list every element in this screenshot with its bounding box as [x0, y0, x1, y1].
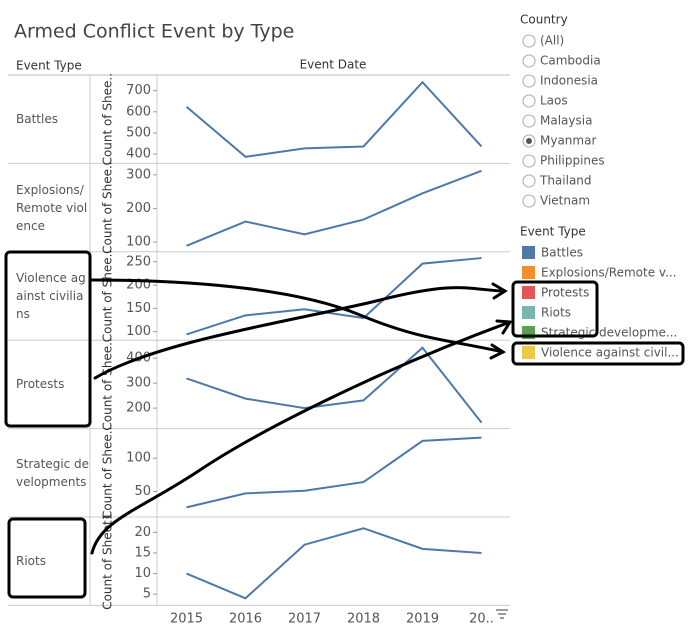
radio-dot [526, 138, 532, 144]
radio[interactable] [522, 154, 536, 168]
x-tick-label: 2017 [288, 612, 321, 627]
y-axis-label: Count of Shee.. [101, 338, 115, 430]
y-tick-label: 10 [134, 566, 151, 581]
y-axis-label: Count of Shee.. [101, 161, 115, 253]
radio[interactable] [522, 194, 536, 208]
radio[interactable] [522, 94, 536, 108]
y-axis-label: Count of Shee.. [101, 250, 115, 342]
y-tick-label: 600 [126, 104, 151, 119]
y-tick-label: 250 [126, 254, 151, 269]
filter-option[interactable]: (All) [540, 34, 564, 48]
x-tick-label: 2015 [170, 612, 203, 627]
y-tick-label: 300 [126, 167, 151, 182]
radio[interactable] [522, 74, 536, 88]
sort-icon[interactable] [496, 609, 508, 619]
filter-option[interactable]: Vietnam [540, 194, 590, 208]
y-tick-label: 700 [126, 83, 151, 98]
data-line [186, 346, 483, 424]
y-tick-label: 15 [134, 545, 151, 560]
filter-option[interactable]: Laos [540, 94, 568, 108]
legend-label: Violence against civil... [541, 346, 679, 360]
row-label: Protests [16, 377, 65, 392]
y-tick-label: 5 [143, 587, 151, 602]
y-tick-label: 20 [134, 525, 151, 540]
row-label: Violence against civilians [16, 271, 86, 321]
column-header: Event Date [300, 58, 367, 72]
legend-swatch [522, 266, 535, 279]
y-tick-label: 500 [126, 125, 151, 140]
data-line [186, 257, 482, 336]
y-tick-label: 300 [126, 376, 151, 391]
filter-title: Country [520, 13, 568, 27]
y-axis-label: Count of Shee.. [101, 427, 115, 519]
y-axis-label: Count of Shee.. [101, 73, 115, 165]
y-tick-label: 200 [126, 201, 151, 216]
y-tick-label: 100 [126, 235, 151, 250]
y-tick-label: 150 [126, 301, 151, 316]
hand-annotations [4, 250, 685, 599]
legend-title: Event Type [520, 225, 586, 239]
data-line [186, 169, 482, 247]
row-label: Explosions/ Remote violence [16, 182, 88, 233]
x-tick-label: 2018 [347, 612, 380, 627]
x-tick-label: 2016 [229, 612, 262, 627]
filter-option[interactable]: Philippines [540, 154, 605, 168]
data-line [186, 436, 482, 509]
title: Armed Conflict Event by Type [14, 21, 294, 43]
row-label: Riots [16, 554, 46, 569]
x-tick-label: 2019 [406, 612, 439, 627]
radio[interactable] [522, 34, 536, 48]
radio[interactable] [522, 114, 536, 128]
filter-option[interactable]: Cambodia [540, 54, 601, 68]
y-tick-label: 100 [126, 324, 151, 339]
data-line [185, 80, 483, 158]
y-axis-label: Count of Sheet1 [101, 513, 115, 610]
filter-option[interactable]: Thailand [539, 174, 592, 188]
x-tick-label: 20.. [469, 612, 494, 627]
y-tick-label: 400 [126, 147, 151, 162]
filter-option[interactable]: Indonesia [540, 74, 598, 88]
row-header: Event Type [16, 59, 82, 73]
y-tick-label: 200 [126, 401, 151, 416]
legend-label: Protests [541, 286, 589, 300]
y-tick-label: 100 [126, 451, 151, 466]
radio[interactable] [522, 54, 536, 68]
legend-swatch [522, 246, 535, 259]
legend-swatch [522, 346, 535, 359]
filter-option[interactable]: Myanmar [540, 134, 596, 148]
radio[interactable] [522, 174, 536, 188]
legend-swatch [522, 306, 535, 319]
row-label: Strategic developments [16, 456, 90, 489]
data-line [186, 527, 482, 600]
filter-option[interactable]: Malaysia [540, 114, 592, 128]
row-label: Battles [16, 112, 58, 127]
legend-label: Explosions/Remote v... [541, 266, 677, 280]
legend-label: Battles [541, 246, 583, 260]
legend-label: Riots [541, 306, 571, 320]
y-tick-label: 50 [134, 484, 151, 499]
legend-swatch [522, 286, 535, 299]
